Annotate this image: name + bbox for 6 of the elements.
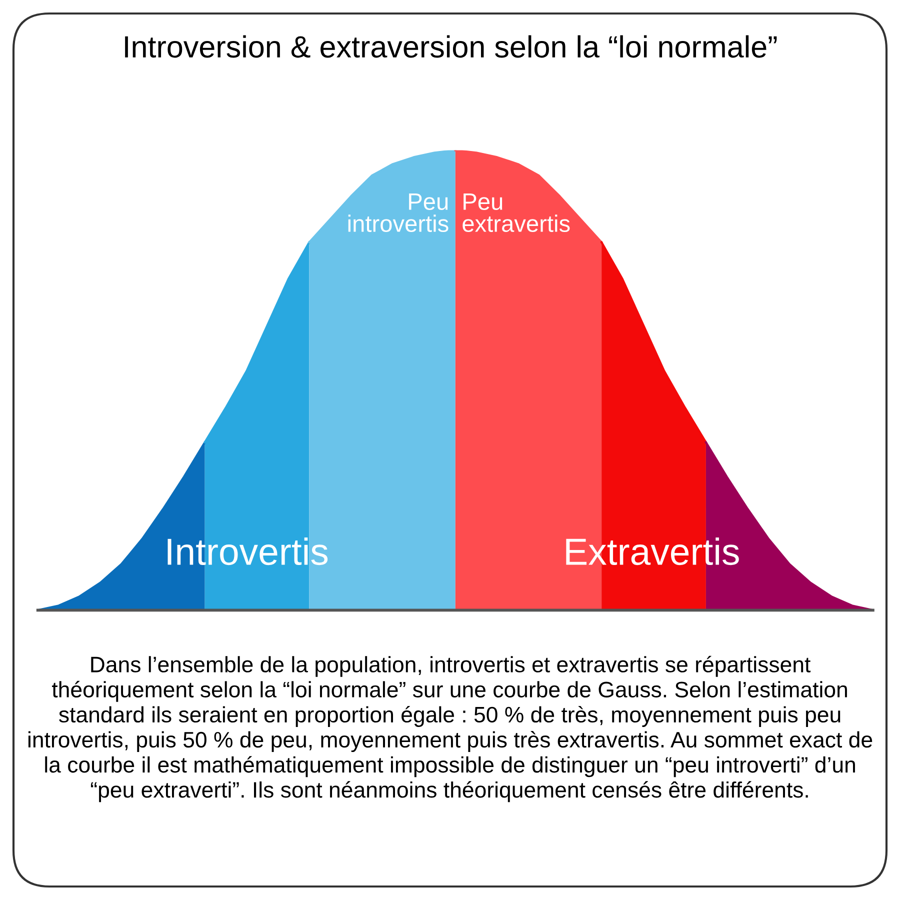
chart-title: Introversion & extraversion selon la “loi normale” [125,35,777,58]
annotation: Introvertis [168,538,328,566]
text: Dans l’ensemble de la population, introvertis et extravertis se répartissent théoriquement selon la “loi normale” sur une courbe de Gauss. Selon l’estimation standard ils seraient en proportion égale : 50 % de très, moyennement puis peu introvertis, puis 50 % de peu, moyennement puis très extravertis. Au sommet exact de la courbe il est mathématiquement impossible de distinguer un “peu introverti” d’un “peu extraverti”. Ils sont néanmoins théoriquement censés être différents. [28,656,872,802]
annotation: Peu extravertis [462,194,570,232]
annotation: Extravertis [566,538,739,566]
annotation: Peu introvertis [348,194,448,232]
